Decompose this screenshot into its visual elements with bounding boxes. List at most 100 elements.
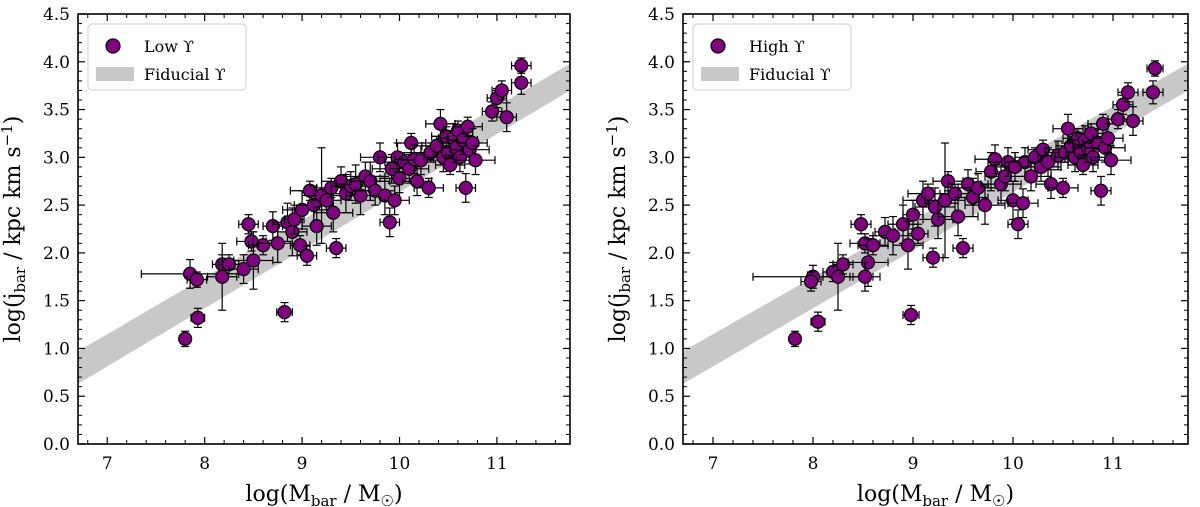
x-tick-label: 10 (1002, 454, 1024, 474)
y-tick-label: 1.5 (648, 292, 675, 312)
data-point (178, 330, 193, 348)
marker (810, 314, 826, 329)
axes-frame (77, 13, 571, 445)
data-point (296, 245, 318, 266)
marker (1023, 169, 1039, 184)
marker (326, 205, 341, 220)
x-tick-label: 11 (486, 454, 508, 474)
legend-label: High ϒ (749, 37, 805, 56)
marker (853, 217, 869, 232)
y-tick-label: 1.5 (43, 292, 70, 312)
marker (382, 215, 397, 230)
x-tick-label: 8 (199, 454, 210, 474)
y-tick-label: 4.0 (648, 53, 675, 73)
legend-label: Fiducial ϒ (144, 65, 226, 84)
fiducial-band (78, 63, 570, 384)
marker (910, 226, 926, 241)
data-point (1146, 60, 1164, 77)
marker (458, 180, 473, 196)
data-point (892, 220, 924, 270)
marker (885, 228, 901, 243)
marker (215, 269, 230, 284)
y-tick-label: 2.0 (648, 244, 675, 264)
data-point (787, 330, 803, 348)
y-tick-label: 2.5 (648, 196, 675, 216)
marker (1093, 183, 1109, 198)
marker (1103, 153, 1119, 168)
data-point (400, 145, 442, 176)
data-point (301, 206, 332, 246)
data-point (1047, 177, 1079, 199)
marker (1015, 196, 1031, 211)
marker (409, 174, 425, 189)
marker (241, 217, 256, 232)
x-tick-label: 7 (708, 454, 719, 474)
marker (287, 212, 302, 227)
marker (329, 241, 344, 256)
y-tick-label: 4.5 (648, 5, 675, 25)
marker (353, 188, 368, 203)
data-point (1007, 188, 1039, 219)
marker (977, 198, 993, 213)
marker (857, 269, 873, 284)
data-point (952, 237, 974, 259)
data-point (800, 271, 822, 292)
x-axis-label: log(Mbar / M☉) (857, 482, 1014, 507)
y-tick-label: 0.0 (43, 435, 70, 455)
data-point (1090, 145, 1132, 176)
chart-panel-2: 7 8 9 10 11 0.0 0.5 1.0 1.5 2.0 2.5 3.0 3.5 4.0 4.5 log… (603, 5, 1189, 507)
marker (803, 274, 819, 289)
data-point (1112, 94, 1134, 115)
data-series (140, 57, 532, 348)
data-point (1090, 175, 1112, 206)
data-point (1107, 108, 1129, 130)
data-point (1142, 80, 1164, 105)
data-point (922, 247, 944, 268)
marker (299, 248, 315, 263)
chart-panel-1: 7 8 9 10 11 0.0 0.5 1.0 1.5 2.0 2.5 3.0 3.5 4.0 4.5 log… (0, 5, 571, 507)
data-point (1117, 82, 1139, 103)
y-axis-label: log(jbar / kpc km s−1) (0, 116, 29, 343)
marker (947, 186, 963, 201)
marker (1055, 180, 1071, 196)
data-point (413, 177, 444, 199)
marker (925, 250, 941, 265)
y-tick-label: 3.5 (43, 101, 70, 121)
data-point (907, 223, 929, 244)
x-tick-label: 9 (908, 454, 919, 474)
marker (256, 238, 271, 253)
y-tick-label: 3.5 (648, 101, 675, 121)
marker (1120, 85, 1136, 100)
legend-band-swatch (701, 67, 739, 81)
marker (1060, 121, 1076, 136)
marker (1125, 113, 1141, 129)
marker (494, 83, 509, 98)
marker (246, 253, 261, 268)
data-point (849, 261, 881, 292)
marker (905, 207, 921, 222)
marker (293, 238, 308, 253)
data-point (289, 235, 311, 256)
y-tick-label: 2.0 (43, 244, 70, 264)
marker (387, 193, 402, 208)
x-tick-label: 10 (389, 454, 411, 474)
legend-marker (710, 38, 726, 54)
data-point (276, 301, 293, 323)
axes-frame (682, 13, 1189, 445)
legend: High ϒ Fiducial ϒ (692, 23, 852, 91)
data-point (455, 145, 496, 176)
data-point (325, 237, 347, 259)
data-point (902, 304, 920, 326)
marker (421, 180, 436, 196)
marker (950, 209, 966, 224)
marker (392, 171, 407, 186)
marker (900, 238, 916, 253)
marker (1043, 176, 1059, 192)
data-point (924, 142, 966, 259)
marker (236, 262, 251, 277)
data-point (810, 311, 826, 332)
y-tick-label: 1.0 (648, 339, 675, 359)
x-axis-label: log(Mbar / M☉) (245, 482, 402, 507)
legend-band-swatch (96, 67, 134, 81)
